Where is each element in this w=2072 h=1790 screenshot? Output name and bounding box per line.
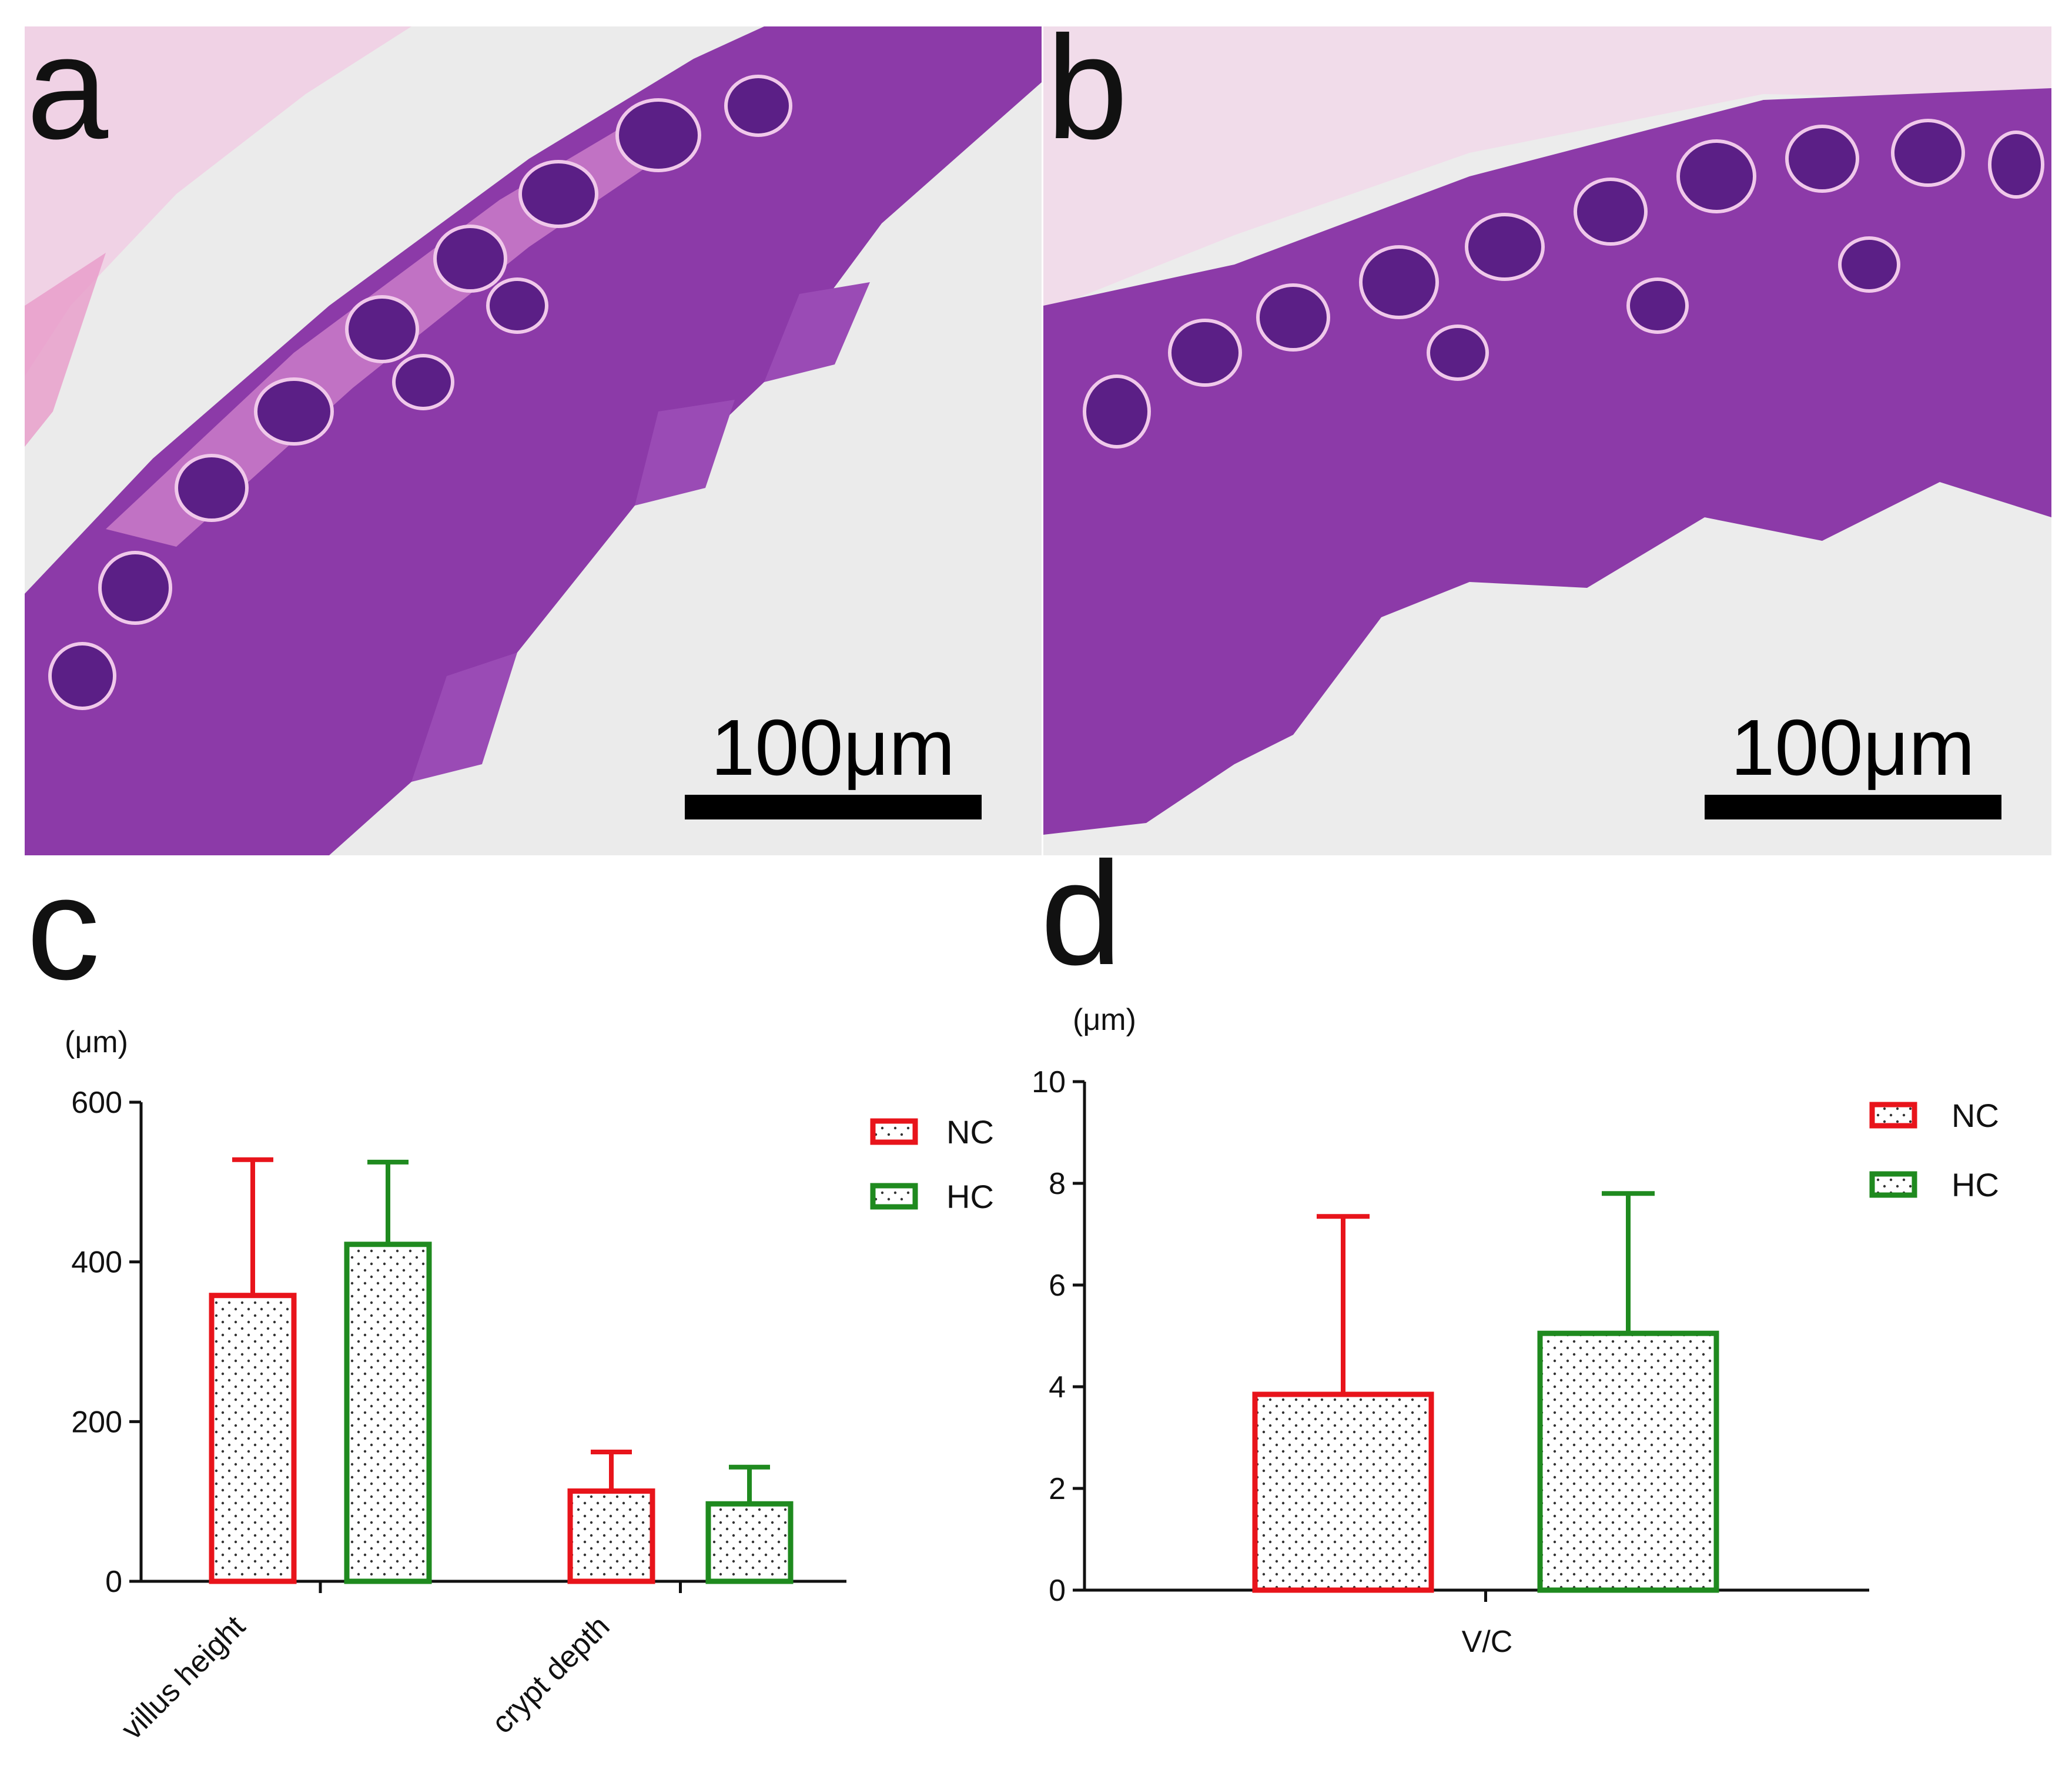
y-tick-label: 0 (1049, 1574, 1066, 1608)
legend-label-nc: NC (1952, 1097, 1999, 1134)
bar-nc-crypt-depth (567, 1488, 655, 1584)
micrograph-b (1043, 26, 2051, 855)
y-tick-label: 0 (105, 1565, 122, 1599)
y-tick-label: 400 (71, 1246, 122, 1280)
scale-bar-a-label: 100μm (711, 703, 955, 792)
y-tick-label: 600 (71, 1086, 122, 1120)
bar-nc-villus-height (209, 1293, 297, 1584)
micrograph-a (25, 26, 1042, 855)
category-label: V/C (1462, 1625, 1513, 1659)
legend-swatch-hc (870, 1183, 918, 1210)
y-tick-label: 200 (71, 1405, 122, 1439)
unit-label: (μm) (65, 1025, 128, 1059)
scale-bar-b-label: 100μm (1730, 703, 1974, 792)
chart-d: (μm) 0 2 4 6 8 10 V/C NC HC (1032, 1003, 1999, 1659)
legend-label-nc: NC (946, 1113, 994, 1150)
unit-label: (μm) (1073, 1003, 1136, 1037)
legend-swatch-hc (1869, 1171, 1917, 1198)
bar-hc-villus-height (344, 1242, 432, 1584)
bar-hc-crypt-depth (705, 1501, 794, 1584)
legend-swatch-nc (1869, 1102, 1917, 1129)
panel-a-letter: a (26, 5, 109, 169)
y-tick-label: 4 (1049, 1370, 1066, 1404)
scale-bar-a-line (685, 795, 982, 819)
legend-swatch-nc (870, 1118, 918, 1145)
legend-label-hc: HC (946, 1178, 994, 1215)
chart-c: (μm) 0 200 400 600 villus height crypt depth NC… (65, 1025, 994, 1746)
y-tick-label: 6 (1049, 1269, 1066, 1303)
panel-d-letter: d (1040, 831, 1122, 995)
bar-hc-v-c (1537, 1330, 1719, 1593)
y-tick-label: 2 (1049, 1472, 1066, 1506)
y-tick-label: 10 (1032, 1065, 1066, 1099)
y-tick-label: 8 (1049, 1167, 1066, 1201)
legend-label-hc: HC (1952, 1166, 1999, 1203)
panel-b-letter: b (1046, 5, 1128, 169)
panel-c-letter: c (26, 846, 100, 1010)
bar-nc-v-c (1252, 1391, 1434, 1593)
scale-bar-b-line (1705, 795, 2001, 819)
scale-bar-a: 100μm (685, 703, 982, 819)
scale-bar-b: 100μm (1705, 703, 2001, 819)
category-label: crypt depth (486, 1609, 617, 1740)
category-label: villus height (115, 1609, 252, 1746)
